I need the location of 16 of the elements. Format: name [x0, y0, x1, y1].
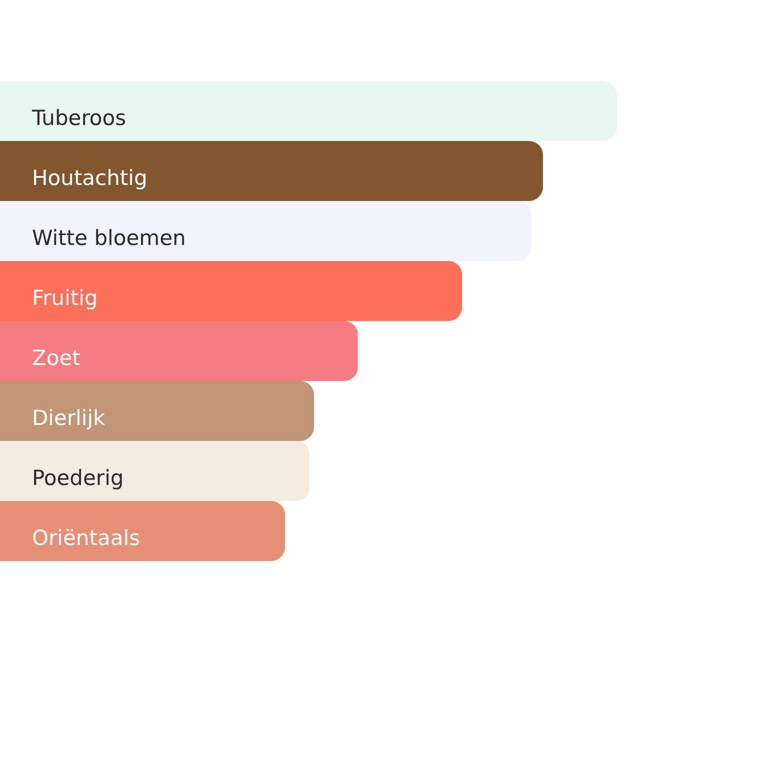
bar	[0, 381, 314, 441]
y-tick-label: Houtachtig	[32, 166, 148, 190]
y-tick-label: Witte bloemen	[32, 226, 186, 250]
y-tick-label: Poederig	[32, 466, 124, 490]
y-tick-label: Tuberoos	[31, 106, 126, 130]
bar	[0, 141, 543, 201]
bar	[0, 321, 358, 381]
bar	[0, 201, 532, 261]
y-tick-label: Zoet	[32, 346, 80, 370]
bar	[0, 501, 286, 561]
bar	[0, 441, 310, 501]
bar	[0, 81, 617, 141]
y-tick-label: Oriëntaals	[32, 526, 140, 550]
y-tick-label: Dierlijk	[32, 406, 106, 430]
y-tick-label: Fruitig	[32, 286, 98, 310]
bar	[0, 261, 462, 321]
